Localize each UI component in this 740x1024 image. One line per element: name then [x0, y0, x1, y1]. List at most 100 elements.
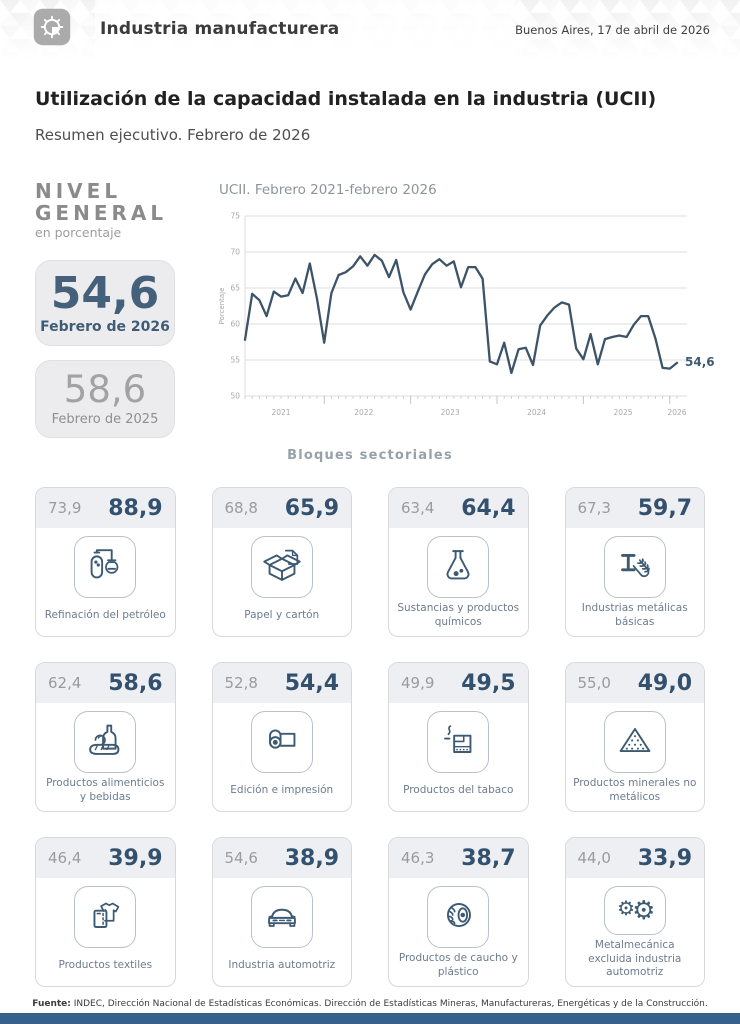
sector-label: Papel y cartón [244, 609, 320, 622]
sector-previous-value: 46,4 [48, 849, 82, 867]
kpi-previous-value: 58,6 [63, 368, 147, 412]
sector-card-values: 44,0 33,9 [565, 838, 704, 878]
sector-card-values: 62,4 58,6 [36, 663, 175, 703]
sector-current-value: 38,7 [461, 845, 516, 871]
sector-current-value: 39,9 [108, 845, 163, 871]
sector-card: 55,0 49,0 Productos minerales no metálic… [564, 662, 705, 812]
kpi-previous-period: Febrero de 2025 [51, 412, 159, 428]
sector-label: Productos del tabaco [403, 784, 514, 797]
indec-gear-logo [33, 8, 71, 46]
mineral-pile-icon [612, 717, 658, 767]
sector-icon-box [250, 886, 313, 948]
sector-previous-value: 73,9 [48, 499, 82, 517]
svg-text:70: 70 [230, 248, 240, 257]
chemical-flask-icon [435, 542, 481, 592]
sector-icon-box [427, 886, 490, 948]
sector-card-values: 68,8 65,9 [212, 488, 351, 528]
sector-card-values: 54,6 38,9 [212, 838, 351, 878]
sector-label: Productos de caucho y plástico [398, 952, 518, 978]
sector-current-value: 64,4 [461, 495, 516, 521]
kpi-current-value: 54,6 [50, 268, 160, 319]
sector-label: Sustancias y productos químicos [397, 602, 520, 628]
sector-label: Productos textiles [58, 959, 153, 972]
sector-card: 44,0 33,9 ⚙⚙ Metalmecánica excluida indu… [564, 837, 705, 987]
paper-roll-icon [259, 717, 305, 767]
publication-date: Buenos Aires, 17 de abril de 2026 [515, 23, 710, 37]
gears-icon: ⚙⚙ [617, 895, 655, 926]
svg-text:75: 75 [230, 212, 240, 221]
nivel-general-label: NIVEL GENERAL [35, 179, 168, 225]
sector-current-value: 49,0 [637, 670, 692, 696]
sector-icon-box [603, 711, 666, 773]
sector-current-value: 59,7 [637, 495, 692, 521]
sector-label: Metalmecánica excluida industria automot… [588, 939, 682, 979]
report-name: Industria manufacturera [100, 19, 340, 39]
car-icon [259, 892, 305, 942]
sector-previous-value: 44,0 [577, 849, 611, 867]
sector-current-value: 38,9 [284, 845, 339, 871]
sector-icon-box [74, 886, 137, 948]
kpi-current-box: 54,6 Febrero de 2026 [35, 260, 175, 347]
tshirt-icon [82, 892, 128, 942]
sector-card: 63,4 64,4 Sustancias y productos químico… [388, 487, 529, 637]
svg-text:60: 60 [230, 320, 240, 329]
nivel-general-sublabel: en porcentaje [35, 225, 122, 240]
sector-icon-box [427, 536, 490, 598]
sector-card: 49,9 49,5 Productos del tabaco [388, 662, 529, 812]
sector-label: Edición e impresión [230, 784, 334, 797]
sector-previous-value: 49,9 [401, 674, 435, 692]
steel-beam-icon [612, 542, 658, 592]
page-subtitle: Resumen ejecutivo. Febrero de 2026 [35, 126, 311, 144]
sector-icon-box [74, 711, 137, 773]
sector-previous-value: 68,8 [224, 499, 258, 517]
food-beverage-icon [82, 717, 128, 767]
sector-icon-box [74, 536, 137, 598]
chart-title: UCII. Febrero 2021-febrero 2026 [219, 182, 437, 198]
svg-text:50: 50 [230, 392, 240, 401]
sector-card: 67,3 59,7 Industrias metálicas básicas [564, 487, 705, 637]
sector-current-value: 65,9 [284, 495, 339, 521]
svg-text:2026: 2026 [667, 408, 686, 417]
sector-blocks-heading: Bloques sectoriales [287, 448, 453, 463]
sector-label: Industrias metálicas básicas [581, 602, 688, 628]
kpi-current-period: Febrero de 2026 [40, 319, 170, 336]
sector-icon-box [250, 536, 313, 598]
chevron-pattern-decoration [0, 0, 740, 58]
sector-card-values: 46,4 39,9 [36, 838, 175, 878]
cigarette-icon [435, 717, 481, 767]
line-chart-canvas: 50 55 60 65 70 75 Porcentaje 2021 2022 2023 2024 20… [218, 212, 715, 417]
sector-previous-value: 52,8 [224, 674, 258, 692]
svg-text:54,6: 54,6 [685, 355, 715, 369]
sector-card: 62,4 58,6 Productos alimenticios y bebid… [35, 662, 176, 812]
ucii-line-chart: UCII. Febrero 2021-febrero 2026 50 55 60 65… [215, 182, 720, 426]
sector-card-values: 46,3 38,7 [389, 838, 528, 878]
svg-text:55: 55 [230, 356, 240, 365]
sector-previous-value: 54,6 [224, 849, 258, 867]
sector-icon-box [250, 711, 313, 773]
sector-current-value: 33,9 [637, 845, 692, 871]
sector-previous-value: 63,4 [401, 499, 435, 517]
sector-icon-box [603, 536, 666, 598]
sector-card-values: 52,8 54,4 [212, 663, 351, 703]
sector-card-values: 55,0 49,0 [565, 663, 704, 703]
sector-current-value: 88,9 [108, 495, 163, 521]
kpi-previous-box: 58,6 Febrero de 2025 [35, 360, 175, 439]
sector-card: 54,6 38,9 Industria automotriz [211, 837, 352, 987]
sector-card: 46,4 39,9 Productos textiles [35, 837, 176, 987]
sector-label: Productos minerales no metálicos [573, 777, 697, 803]
sector-cards-grid: 73,9 88,9 Refinación del petróleo 68,8 6… [35, 487, 705, 987]
source-text: INDEC, Dirección Nacional de Estadística… [70, 999, 708, 1009]
sector-current-value: 49,5 [461, 670, 516, 696]
sector-card-values: 49,9 49,5 [389, 663, 528, 703]
sector-card-values: 63,4 64,4 [389, 488, 528, 528]
sector-previous-value: 67,3 [577, 499, 611, 517]
sector-card: 52,8 54,4 Edición e impresión [211, 662, 352, 812]
oil-refinery-icon [82, 542, 128, 592]
sector-card-values: 73,9 88,9 [36, 488, 175, 528]
sector-previous-value: 46,3 [401, 849, 435, 867]
svg-text:65: 65 [230, 284, 240, 293]
sector-previous-value: 62,4 [48, 674, 82, 692]
page-title: Utilización de la capacidad instalada en… [35, 88, 657, 110]
cardboard-box-icon [259, 542, 305, 592]
